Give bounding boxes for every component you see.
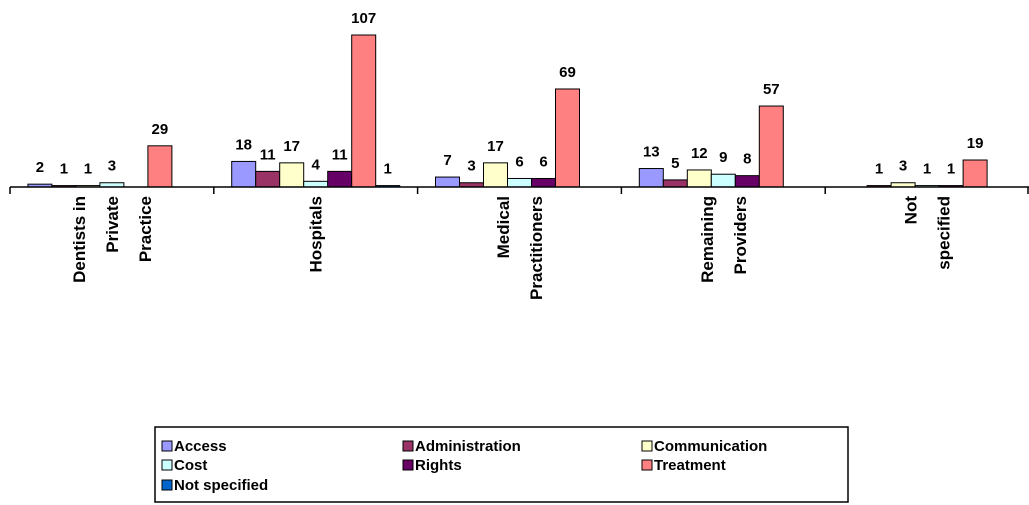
value-label: 1 — [923, 161, 931, 178]
bar — [435, 176, 460, 188]
value-label: 1 — [384, 161, 392, 178]
legend-swatch — [402, 440, 414, 452]
x-tick-label: Practitioners — [527, 196, 546, 300]
value-label: 1 — [875, 161, 883, 178]
bar — [734, 175, 760, 188]
value-label: 69 — [559, 64, 576, 81]
bar — [351, 34, 377, 188]
legend-label: Administration — [415, 438, 521, 455]
value-label: 2 — [36, 159, 44, 176]
value-label: 1 — [84, 161, 92, 178]
bar — [758, 105, 784, 188]
value-label: 6 — [539, 153, 547, 170]
value-label: 11 — [332, 146, 348, 163]
x-tick-label: specified — [935, 196, 954, 270]
value-label: 11 — [260, 146, 276, 163]
value-label: 1 — [60, 161, 68, 178]
value-label: 29 — [152, 121, 169, 138]
bar — [638, 168, 664, 188]
value-label: 3 — [108, 158, 116, 175]
legend-box — [154, 426, 849, 503]
value-label: 7 — [443, 152, 451, 169]
legend-label: Rights — [415, 457, 462, 474]
x-tick-label: Not — [902, 196, 921, 225]
legend-swatch — [161, 459, 173, 471]
bar — [231, 160, 257, 188]
bar — [303, 180, 329, 188]
bar — [279, 162, 305, 188]
legend-swatch — [161, 440, 173, 452]
value-label: 57 — [763, 81, 780, 98]
x-tick-label: Practice — [136, 196, 155, 262]
legend-label: Access — [174, 438, 227, 455]
legend-swatch — [402, 459, 414, 471]
legend-label: Not specified — [174, 477, 268, 494]
x-tick-label: Private — [103, 196, 122, 253]
legend-swatch — [641, 459, 653, 471]
legend-label: Communication — [654, 438, 767, 455]
x-tick-label: Medical — [494, 196, 513, 258]
x-tick-label: Dentists in — [70, 196, 89, 283]
bar — [555, 88, 580, 188]
legend-label: Treatment — [654, 457, 726, 474]
x-tick-label: Remaining — [698, 196, 717, 283]
value-label: 4 — [312, 156, 321, 173]
value-label: 3 — [467, 158, 475, 175]
bar — [962, 159, 988, 188]
legend-label: Cost — [174, 457, 207, 474]
value-label: 13 — [643, 144, 660, 161]
value-label: 19 — [967, 135, 984, 152]
bar — [710, 173, 736, 188]
bar — [662, 179, 688, 188]
bar — [147, 145, 173, 188]
legend-swatch — [641, 440, 653, 452]
value-label: 5 — [671, 155, 679, 172]
value-label: 1 — [947, 161, 955, 178]
bar — [483, 162, 508, 188]
value-label: 8 — [743, 151, 751, 168]
value-label: 9 — [719, 149, 727, 166]
value-label: 12 — [691, 145, 708, 162]
x-tick-label: Providers — [731, 196, 750, 274]
value-label: 6 — [515, 153, 523, 170]
value-label: 18 — [235, 136, 252, 153]
bar — [686, 169, 712, 188]
bar — [255, 170, 281, 188]
legend-swatch — [161, 479, 173, 491]
value-label: 17 — [487, 138, 504, 155]
x-tick-label: Hospitals — [307, 196, 326, 273]
value-label: 3 — [899, 158, 907, 175]
bar — [507, 177, 532, 188]
value-label: 107 — [351, 10, 376, 27]
value-label: 17 — [283, 138, 300, 155]
bar — [531, 177, 556, 188]
bar — [327, 170, 353, 188]
